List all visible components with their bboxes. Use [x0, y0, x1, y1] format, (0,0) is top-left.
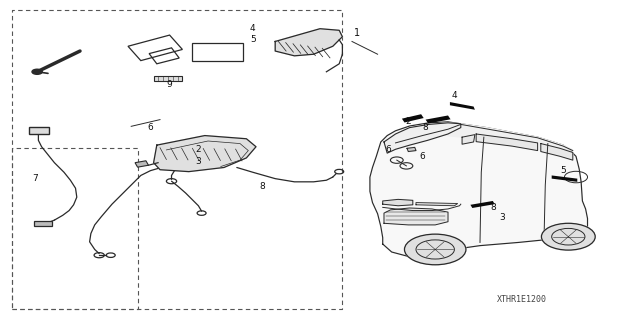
Polygon shape — [154, 76, 182, 81]
Text: 8: 8 — [490, 203, 495, 212]
Polygon shape — [476, 134, 538, 151]
Polygon shape — [462, 135, 475, 144]
Polygon shape — [552, 175, 577, 182]
FancyBboxPatch shape — [34, 221, 52, 226]
Text: 6: 6 — [386, 145, 391, 154]
Polygon shape — [407, 147, 416, 152]
Polygon shape — [275, 29, 342, 56]
Polygon shape — [135, 161, 148, 167]
Text: 2: 2 — [196, 145, 201, 154]
FancyBboxPatch shape — [29, 127, 49, 134]
Text: 2: 2 — [406, 117, 411, 126]
Polygon shape — [154, 136, 256, 172]
Polygon shape — [396, 124, 573, 152]
Polygon shape — [470, 201, 495, 208]
Text: 8: 8 — [260, 182, 265, 191]
Text: 7: 7 — [33, 174, 38, 183]
Circle shape — [32, 69, 42, 74]
Text: 3: 3 — [500, 213, 505, 222]
Text: 8: 8 — [423, 123, 428, 132]
Polygon shape — [450, 102, 475, 110]
Polygon shape — [384, 123, 461, 153]
Polygon shape — [541, 144, 573, 160]
Text: 6: 6 — [148, 123, 153, 132]
Text: 9: 9 — [167, 80, 172, 89]
Text: 5: 5 — [561, 166, 566, 175]
Circle shape — [404, 234, 466, 265]
Polygon shape — [426, 115, 451, 123]
Polygon shape — [383, 199, 413, 206]
Text: XTHR1E1200: XTHR1E1200 — [497, 295, 547, 304]
Text: 6: 6 — [420, 152, 425, 161]
Text: 3: 3 — [196, 157, 201, 166]
Text: 4: 4 — [250, 24, 255, 33]
Polygon shape — [416, 203, 458, 206]
Text: 4: 4 — [452, 91, 457, 100]
Text: 5: 5 — [250, 35, 255, 44]
Polygon shape — [402, 114, 424, 122]
Polygon shape — [370, 122, 588, 258]
Circle shape — [541, 223, 595, 250]
Text: 1: 1 — [354, 28, 360, 39]
Polygon shape — [384, 208, 448, 225]
